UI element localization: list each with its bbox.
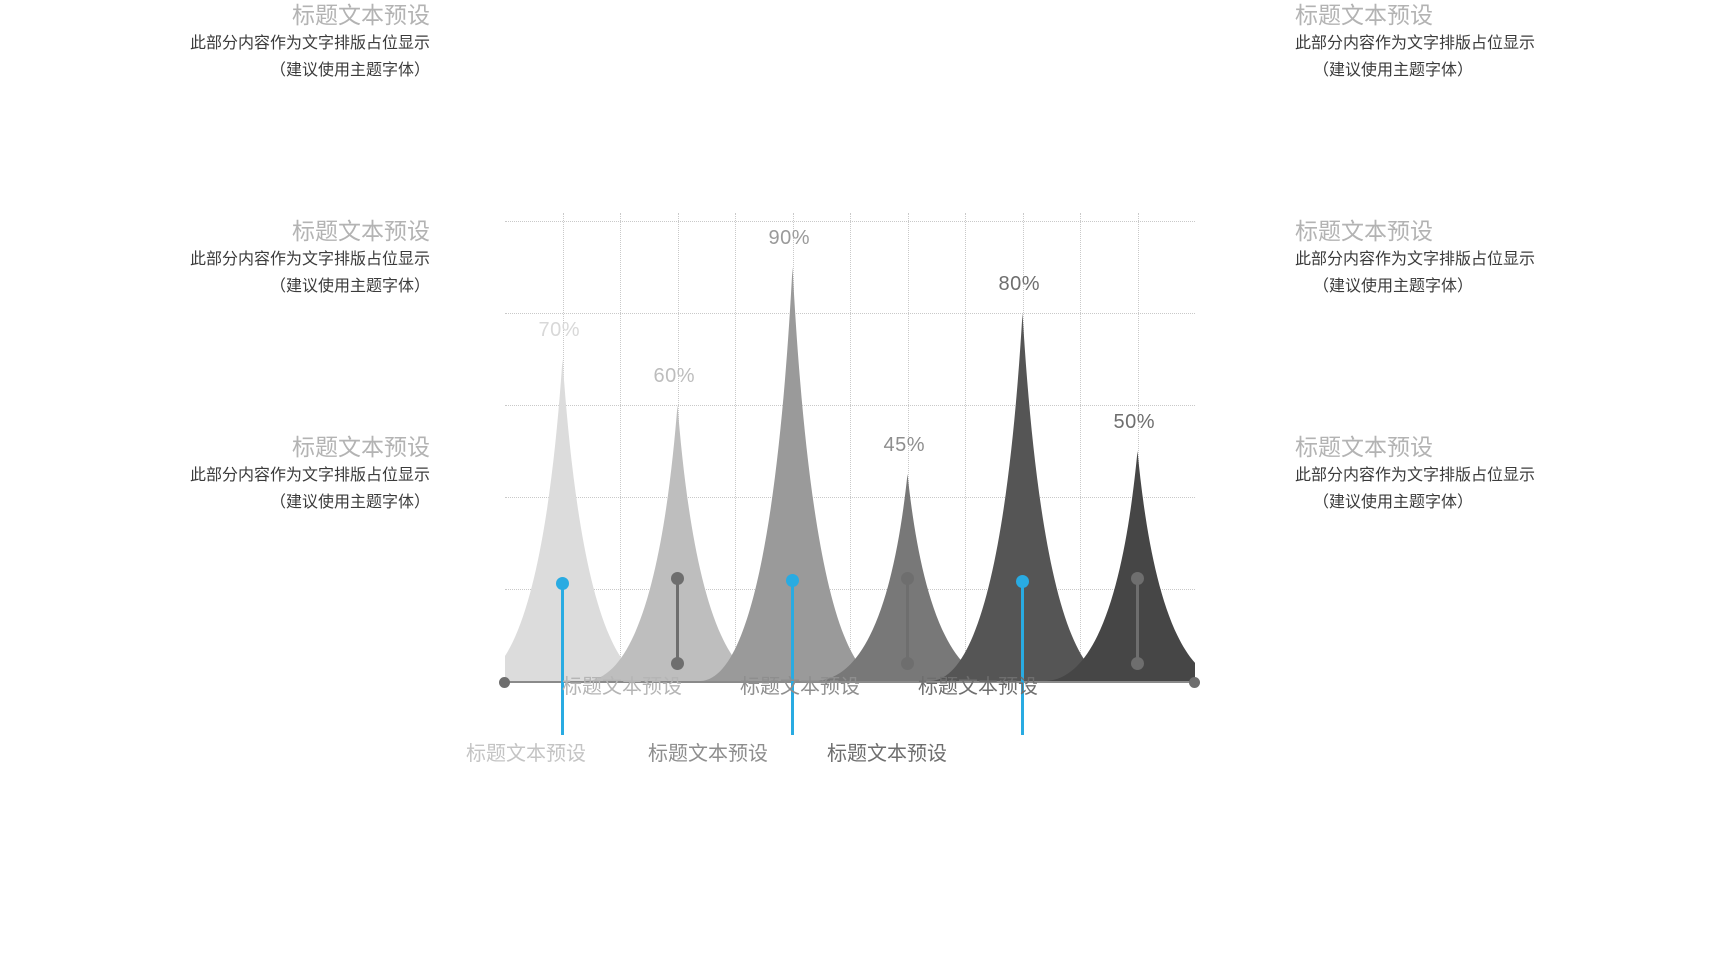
connector-dot-top-5[interactable]	[1016, 574, 1029, 588]
peak-5	[930, 313, 1115, 681]
gridline-v-6	[850, 213, 851, 683]
connector-label-5[interactable]: 标题文本预设	[827, 743, 947, 765]
peak-6	[1045, 451, 1195, 681]
connector-line-6[interactable]	[1136, 578, 1139, 663]
value-label-6: 50%	[1113, 411, 1156, 433]
connector-label-2[interactable]: 标题文本预设	[562, 676, 682, 698]
connector-dot-top-6[interactable]	[1131, 571, 1144, 585]
peak-3	[700, 267, 885, 681]
left-text-block-1: 标题文本预设 此部分内容作为文字排版占位显示 （建议使用主题字体）	[100, 0, 430, 84]
left-block-3-line-2: （建议使用主题字体）	[269, 494, 430, 511]
right-block-3-line-1: 此部分内容作为文字排版占位显示	[1295, 467, 1536, 484]
connector-dot-top-2[interactable]	[671, 571, 684, 585]
connector-dot-top-1[interactable]	[556, 576, 569, 590]
gridline-v-2	[620, 213, 621, 683]
connector-line-3[interactable]	[791, 580, 794, 735]
gridline-v-11	[1137, 213, 1139, 683]
peak-area-chart: 70% 60% 90% 45% 80% 50%	[499, 213, 1200, 688]
left-block-1-title: 标题文本预设	[292, 2, 430, 28]
gridline-v-7	[907, 213, 909, 683]
right-block-1-title: 标题文本预设	[1295, 2, 1433, 28]
value-label-5: 80%	[998, 273, 1041, 295]
connector-line-1[interactable]	[561, 583, 564, 735]
right-block-3-line-2: （建议使用主题字体）	[1313, 494, 1474, 511]
left-block-3-line-1: 此部分内容作为文字排版占位显示	[189, 467, 430, 484]
connector-dot-bottom-6[interactable]	[1131, 656, 1144, 670]
right-block-2-line-1: 此部分内容作为文字排版占位显示	[1295, 251, 1536, 268]
gridline-v-10	[1080, 213, 1081, 683]
right-block-3-title: 标题文本预设	[1295, 434, 1433, 460]
connector-line-4[interactable]	[906, 578, 909, 663]
right-text-block-3: 标题文本预设 此部分内容作为文字排版占位显示 （建议使用主题字体）	[1295, 432, 1625, 516]
connector-dot-bottom-2[interactable]	[671, 656, 684, 670]
connector-dot-top-3[interactable]	[786, 573, 799, 587]
connector-label-4[interactable]: 标题文本预设	[740, 676, 860, 698]
connector-line-5[interactable]	[1021, 581, 1024, 735]
right-block-1-line-1: 此部分内容作为文字排版占位显示	[1295, 35, 1536, 52]
left-block-2-title: 标题文本预设	[292, 218, 430, 244]
chart-baseline	[505, 681, 1195, 683]
right-block-2-title: 标题文本预设	[1295, 218, 1433, 244]
peak-1	[505, 359, 655, 681]
connector-dot-bottom-4[interactable]	[901, 656, 914, 670]
left-block-1-line-2: （建议使用主题字体）	[269, 62, 430, 79]
left-text-block-2: 标题文本预设 此部分内容作为文字排版占位显示 （建议使用主题字体）	[100, 216, 430, 300]
left-block-3-title: 标题文本预设	[292, 434, 430, 460]
baseline-end-dot	[1189, 677, 1200, 688]
right-block-1-line-2: （建议使用主题字体）	[1313, 62, 1474, 79]
value-label-1: 70%	[538, 319, 581, 341]
right-text-block-1: 标题文本预设 此部分内容作为文字排版占位显示 （建议使用主题字体）	[1295, 0, 1625, 84]
connector-dot-top-4[interactable]	[901, 571, 914, 585]
gridline-v-4	[735, 213, 736, 683]
connector-label-1[interactable]: 标题文本预设	[466, 743, 586, 765]
value-label-2: 60%	[653, 365, 696, 387]
left-block-2-line-1: 此部分内容作为文字排版占位显示	[189, 251, 430, 268]
right-block-2-line-2: （建议使用主题字体）	[1313, 278, 1474, 295]
left-text-block-3: 标题文本预设 此部分内容作为文字排版占位显示 （建议使用主题字体）	[100, 432, 430, 516]
connector-label-3[interactable]: 标题文本预设	[648, 743, 768, 765]
baseline-start-dot	[499, 677, 510, 688]
connector-line-2[interactable]	[676, 578, 679, 663]
right-text-block-2: 标题文本预设 此部分内容作为文字排版占位显示 （建议使用主题字体）	[1295, 216, 1625, 300]
left-block-1-line-1: 此部分内容作为文字排版占位显示	[189, 35, 430, 52]
gridline-v-8	[965, 213, 966, 683]
connector-label-6[interactable]: 标题文本预设	[918, 676, 1038, 698]
peak-2	[585, 405, 770, 681]
value-label-4: 45%	[883, 434, 926, 456]
left-block-2-line-2: （建议使用主题字体）	[269, 278, 430, 295]
value-label-3: 90%	[768, 227, 811, 249]
chart-peaks	[505, 267, 1195, 681]
